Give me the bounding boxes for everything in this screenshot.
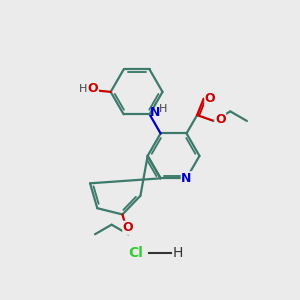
Text: Cl: Cl xyxy=(128,246,143,260)
Text: O: O xyxy=(123,221,134,234)
Text: H: H xyxy=(159,104,167,114)
Text: O: O xyxy=(215,113,226,126)
Text: O: O xyxy=(88,82,98,95)
Text: N: N xyxy=(150,106,160,119)
Text: N: N xyxy=(181,172,192,185)
Text: H: H xyxy=(79,84,88,94)
Text: H: H xyxy=(173,246,183,260)
Text: O: O xyxy=(205,92,215,105)
